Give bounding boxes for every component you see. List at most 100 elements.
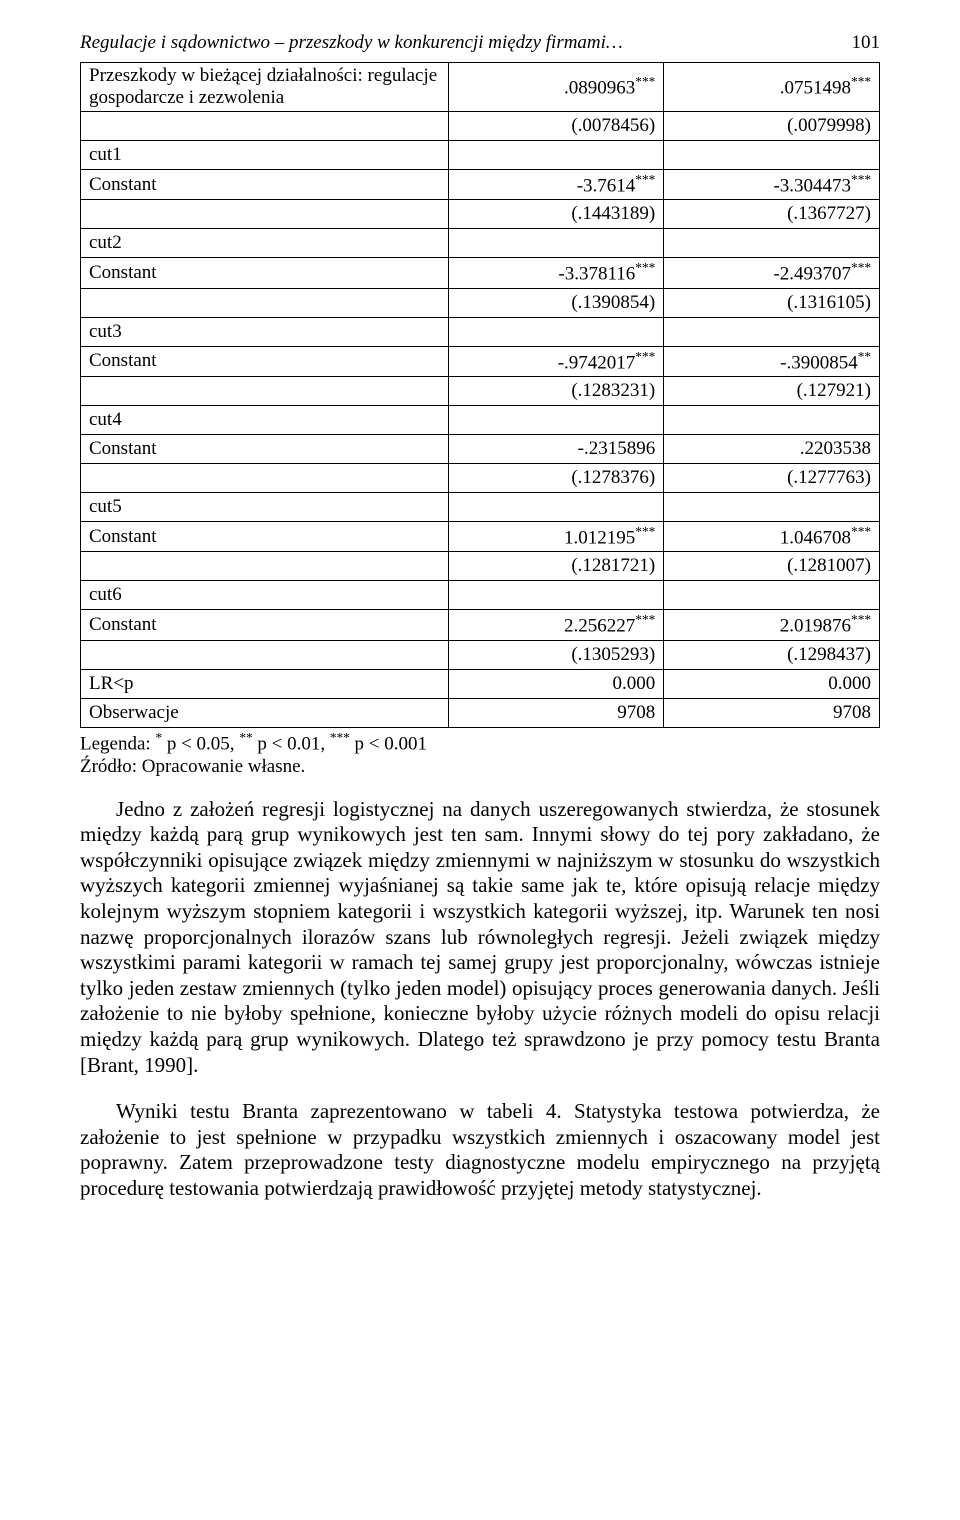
row-label: cut2 [81,229,449,258]
table-legend: Legenda: * p < 0.05, ** p < 0.01, *** p … [80,730,880,779]
row-value-2 [664,492,880,521]
table-row: Przeszkody w bieżącej działalności: regu… [81,63,880,112]
row-value-1 [448,141,664,170]
row-value-1: (.1278376) [448,463,664,492]
row-value-1: 0.000 [448,669,664,698]
table-row: Constant2.256227***2.019876*** [81,610,880,640]
row-label: cut4 [81,405,449,434]
sig-stars: *** [635,349,655,364]
row-value-2 [664,141,880,170]
legend-source: Źródło: Opracowanie własne. [80,756,305,777]
row-label [81,463,449,492]
row-value-2: .0751498*** [664,63,880,112]
table-row: (.1390854)(.1316105) [81,288,880,317]
row-value-2 [664,581,880,610]
legend-prefix: Legenda: [80,733,155,754]
legend-star-3: *** [330,730,350,745]
row-value-1: (.1305293) [448,640,664,669]
row-value-1: -.2315896 [448,434,664,463]
legend-text-1: p < 0.05, [162,733,239,754]
table-row: (.1278376)(.1277763) [81,463,880,492]
table-row: (.0078456)(.0079998) [81,112,880,141]
row-value-2: 1.046708*** [664,521,880,551]
table-row: LR<p0.0000.000 [81,669,880,698]
row-value-2: (.1298437) [664,640,880,669]
row-value-1 [448,317,664,346]
table-row: Obserwacje97089708 [81,698,880,727]
table-row: Constant-3.7614***-3.304473*** [81,170,880,200]
sig-stars: *** [851,74,871,89]
row-value-1: 1.012195*** [448,521,664,551]
table-row: Constant1.012195***1.046708*** [81,521,880,551]
row-label [81,552,449,581]
sig-stars: *** [635,524,655,539]
table-row: Constant-.9742017***-.3900854** [81,346,880,376]
row-value-1: .0890963*** [448,63,664,112]
sig-stars: *** [635,172,655,187]
row-value-2 [664,405,880,434]
legend-text-2: p < 0.01, [253,733,330,754]
row-value-1: 2.256227*** [448,610,664,640]
table-row: (.1281721)(.1281007) [81,552,880,581]
row-label: Constant [81,258,449,288]
page: Regulacje i sądownictwo – przeszkody w k… [0,0,960,1283]
sig-stars: *** [635,612,655,627]
row-value-1: -3.7614*** [448,170,664,200]
table-row: cut6 [81,581,880,610]
row-value-1: (.1443189) [448,200,664,229]
row-value-1: -.9742017*** [448,346,664,376]
paragraph-1: Jedno z założeń regresji logistycznej na… [80,797,880,1079]
table-row: cut4 [81,405,880,434]
page-number: 101 [852,32,881,54]
running-head: Regulacje i sądownictwo – przeszkody w k… [80,32,880,54]
row-value-2: (.1316105) [664,288,880,317]
table-row: (.1305293)(.1298437) [81,640,880,669]
row-value-1: 9708 [448,698,664,727]
row-value-2: (.127921) [664,376,880,405]
row-value-2: (.1367727) [664,200,880,229]
row-label: cut5 [81,492,449,521]
row-value-2: -3.304473*** [664,170,880,200]
row-label: Obserwacje [81,698,449,727]
row-label [81,640,449,669]
table-row: cut5 [81,492,880,521]
running-title: Regulacje i sądownictwo – przeszkody w k… [80,32,623,54]
row-label [81,112,449,141]
sig-stars: *** [851,172,871,187]
row-label: Constant [81,521,449,551]
row-value-2: (.1277763) [664,463,880,492]
table-row: (.1443189)(.1367727) [81,200,880,229]
row-value-1 [448,229,664,258]
row-label: LR<p [81,669,449,698]
table-row: Constant-3.378116***-2.493707*** [81,258,880,288]
row-value-2: -.3900854** [664,346,880,376]
table-row: cut1 [81,141,880,170]
row-label: cut3 [81,317,449,346]
sig-stars: ** [858,349,871,364]
sig-stars: *** [851,612,871,627]
legend-text-3: p < 0.001 [350,733,427,754]
row-label: Constant [81,346,449,376]
legend-star-2: ** [239,730,252,745]
row-label: Constant [81,610,449,640]
table-row: Constant-.2315896.2203538 [81,434,880,463]
table-row: cut2 [81,229,880,258]
row-value-1 [448,492,664,521]
row-label: cut6 [81,581,449,610]
row-label: Przeszkody w bieżącej działalności: regu… [81,63,449,112]
row-value-2: 0.000 [664,669,880,698]
row-value-1 [448,405,664,434]
row-value-2: -2.493707*** [664,258,880,288]
row-label [81,376,449,405]
sig-stars: *** [635,74,655,89]
row-value-1: (.1283231) [448,376,664,405]
row-value-2: (.0079998) [664,112,880,141]
sig-stars: *** [851,524,871,539]
row-value-2 [664,317,880,346]
results-table: Przeszkody w bieżącej działalności: regu… [80,62,880,728]
table-row: (.1283231)(.127921) [81,376,880,405]
row-label: cut1 [81,141,449,170]
paragraph-2: Wyniki testu Branta zaprezentowano w tab… [80,1099,880,1201]
sig-stars: *** [851,260,871,275]
row-value-2: (.1281007) [664,552,880,581]
